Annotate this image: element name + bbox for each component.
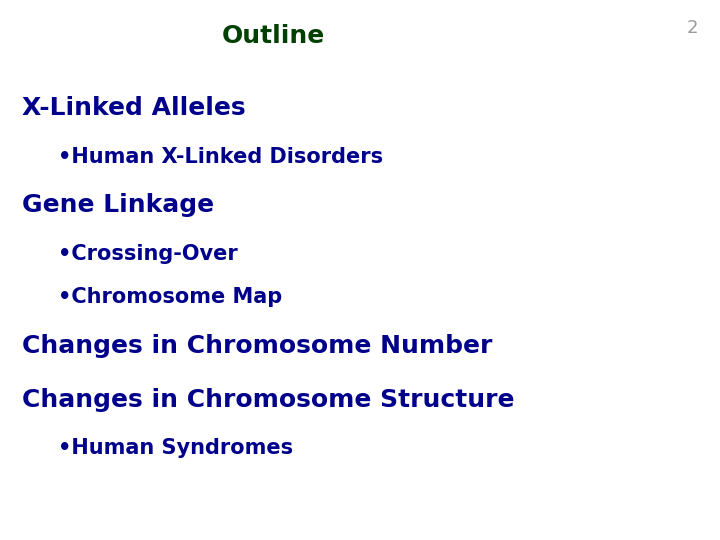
Text: X-Linked Alleles: X-Linked Alleles — [22, 96, 246, 120]
Text: •Human Syndromes: •Human Syndromes — [58, 438, 293, 458]
Text: •Crossing-Over: •Crossing-Over — [58, 244, 238, 264]
Text: Changes in Chromosome Number: Changes in Chromosome Number — [22, 334, 492, 357]
Text: 2: 2 — [687, 19, 698, 37]
Text: Changes in Chromosome Structure: Changes in Chromosome Structure — [22, 388, 514, 411]
Text: •Human X-Linked Disorders: •Human X-Linked Disorders — [58, 146, 383, 167]
Text: •Chromosome Map: •Chromosome Map — [58, 287, 282, 307]
Text: Gene Linkage: Gene Linkage — [22, 193, 214, 217]
Text: Outline: Outline — [222, 24, 325, 48]
